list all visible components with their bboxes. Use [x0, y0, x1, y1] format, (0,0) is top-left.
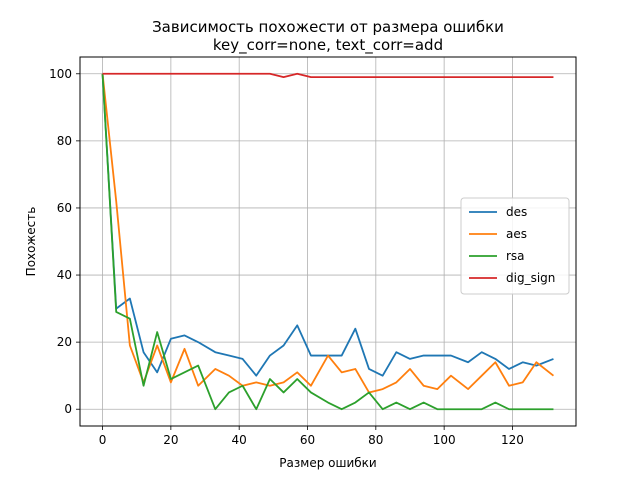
x-tick-label: 100 — [433, 433, 456, 447]
y-axis-label: Похожесть — [24, 207, 38, 277]
legend: des aes rsa dig_sign — [460, 197, 570, 295]
y-tick-label: 40 — [57, 268, 72, 282]
chart-subtitle: key_corr=none, text_corr=add — [213, 36, 443, 55]
y-tick-label: 100 — [49, 67, 72, 81]
legend-label: aes — [506, 227, 527, 241]
y-tick-label: 80 — [57, 134, 72, 148]
plot-frame — [79, 56, 577, 427]
series-line-aes — [101, 73, 555, 394]
x-tick-label: 120 — [501, 433, 524, 447]
x-axis-label: Размер ошибки — [279, 456, 376, 470]
legend-label: des — [506, 205, 527, 219]
y-tick-label: 60 — [57, 201, 72, 215]
legend-label: dig_sign — [506, 271, 555, 285]
legend-frame — [460, 197, 570, 295]
x-tick-label: 60 — [300, 433, 315, 447]
series-line-rsa — [101, 73, 554, 411]
x-tick-label: 0 — [99, 433, 107, 447]
ticks: 0 20 40 60 80 100 120 0 20 40 60 80 100 — [49, 67, 524, 447]
x-tick-label: 20 — [163, 433, 178, 447]
legend-label: rsa — [506, 249, 525, 263]
x-tick-label: 40 — [232, 433, 247, 447]
chart-title: Зависимость похожести от размера ошибки — [152, 18, 504, 36]
y-tick-label: 20 — [57, 335, 72, 349]
y-tick-label: 0 — [64, 402, 72, 416]
x-tick-label: 80 — [368, 433, 383, 447]
plot-lines — [101, 72, 555, 411]
series-line-dig-sign — [102, 72, 554, 79]
